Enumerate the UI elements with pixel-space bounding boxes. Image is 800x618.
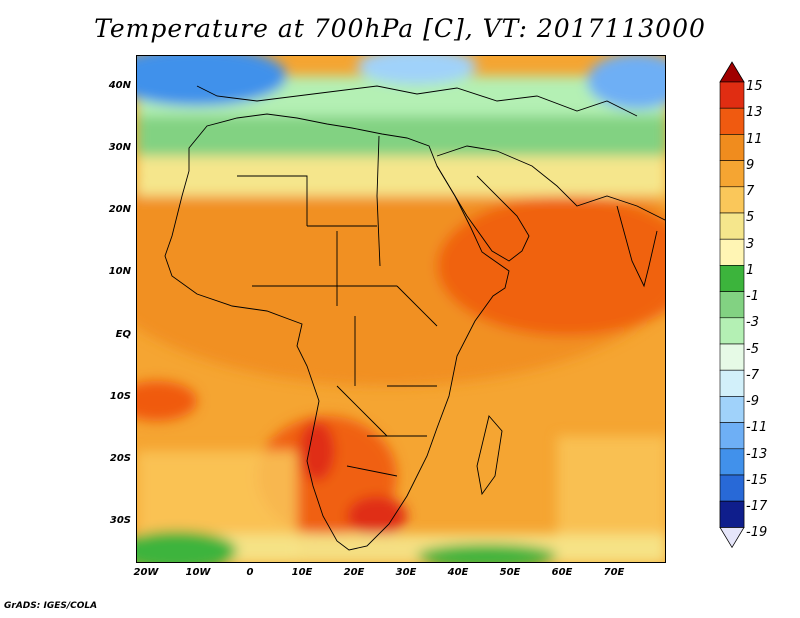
colorbar [719,61,745,549]
colorbar-segment [719,107,745,135]
colorbar-label: 3 [746,237,755,252]
lat-label: 30N [108,142,131,153]
lon-label: 10E [291,567,313,578]
cold-patch-northeast [587,56,665,109]
colorbar-segment [719,134,745,161]
lon-label: 60E [551,567,573,578]
lat-label: 30S [109,515,131,526]
europe-coastline [196,85,638,117]
colorbar-segment [719,422,745,450]
country-borders [237,135,438,477]
lon-label: 30E [395,567,417,578]
colorbar-segment [719,265,745,292]
map-title: Temperature at 700hPa [C], VT: 201711300… [94,14,706,43]
coastlines [164,85,665,551]
colorbar-label: -5 [746,342,759,357]
lon-label: 0 [246,567,254,578]
temperature-map [136,55,666,563]
colorbar-label: -11 [746,420,768,435]
colorbar-segment [719,369,745,397]
asia-coastline [436,145,665,221]
lon-label: 20W [133,567,159,578]
lat-label: EQ [115,329,131,340]
colorbar-label: 1 [746,263,755,278]
arabian-peninsula [436,165,530,262]
colorbar-segment [719,317,745,345]
footer-credit: GrADS: IGES/COLA [4,601,98,611]
temperature-field [137,56,665,562]
green-patch-south [417,544,557,562]
cold-patch-north-central [357,56,477,84]
colorbar-segment [719,500,745,528]
colorbar-label: -9 [746,394,759,409]
colorbar-label: -17 [746,499,768,514]
lat-label: 20N [108,204,131,215]
lon-label: 10W [185,567,211,578]
colorbar-segment [719,291,745,319]
colorbar-segment [719,160,745,188]
lon-label: 50E [499,567,521,578]
colorbar-label: -7 [746,368,759,383]
india-coastline [616,205,658,288]
colorbar-label: 11 [746,132,763,147]
colorbar-label: 15 [746,79,763,94]
lon-label: 70E [603,567,625,578]
colorbar-label: -1 [746,289,759,304]
lat-label: 10S [109,391,131,402]
cold-patch-northwest [137,56,287,106]
colorbar-bottom-triangle [719,526,745,549]
lat-label: 40N [108,80,131,91]
lon-label: 40E [447,567,469,578]
map-canvas [137,56,665,562]
colorbar-label: -13 [746,447,768,462]
colorbar-label: 13 [746,105,763,120]
colorbar-label: -19 [746,525,768,540]
colorbar-segment [719,396,745,423]
colorbar-segment [719,81,745,109]
colorbar-label: -3 [746,315,759,330]
colorbar-label: 9 [746,158,755,173]
colorbar-segment [719,238,745,266]
colorbar-segment [719,343,745,371]
green-patch-sw [137,531,237,562]
colorbar-segment [719,212,745,240]
madagascar [476,415,503,496]
colorbar-label: 5 [746,210,755,225]
lat-label: 20S [109,453,131,464]
cool-band-sahara-north [137,151,665,196]
lon-label: 20E [343,567,365,578]
colorbar-top-triangle [719,61,745,83]
warm-core-arabian-sea [437,196,665,336]
colorbar-label: 7 [746,184,755,199]
colorbar-label: -15 [746,473,768,488]
cool-band-mediterranean [137,111,665,156]
colorbar-segment [719,474,745,502]
colorbar-segment [719,448,745,476]
africa-coastline [164,113,510,551]
colorbar-segment [719,186,745,214]
hot-spot-kalahari [347,496,407,536]
hot-spot-namibia [299,421,335,481]
lat-label: 10N [108,266,131,277]
warm-patch-atlantic [137,381,197,421]
